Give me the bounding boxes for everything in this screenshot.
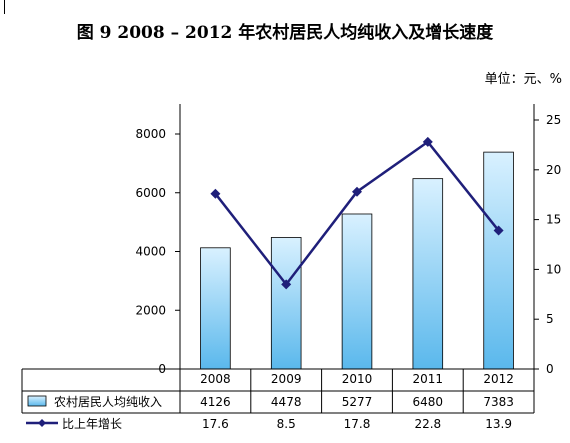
bar-income	[270, 237, 302, 370]
left-axis-tick-label: 6000	[135, 186, 166, 200]
category-label: 2009	[271, 372, 302, 386]
table-cell-income: 4126	[200, 395, 231, 409]
table-cell-income: 5277	[342, 395, 373, 409]
unit-label: 单位：元、%	[484, 72, 562, 87]
bar-income	[483, 151, 514, 370]
table-cell-growth: 17.6	[202, 417, 229, 431]
bar-income	[200, 247, 231, 370]
table-row-label: 农村居民人均纯收入	[54, 395, 162, 409]
line-growth-point	[493, 225, 504, 236]
right-axis-tick-label: 20	[546, 163, 561, 177]
category-label: 2008	[200, 372, 231, 386]
table-cell-growth: 22.8	[414, 417, 441, 431]
left-axis-tick-label: 8000	[135, 127, 166, 141]
line-growth-point	[210, 188, 221, 199]
line-growth-point	[352, 186, 362, 197]
category-label: 2012	[483, 372, 514, 386]
bar-income	[341, 213, 373, 370]
bar-income	[412, 178, 444, 370]
right-axis-tick-label: 10	[546, 262, 561, 276]
table-cell-income: 7383	[483, 395, 514, 409]
right-axis-tick-label: 0	[546, 362, 554, 376]
left-axis-tick-label: 2000	[135, 303, 166, 317]
category-label: 2011	[413, 372, 444, 386]
table-cell-growth: 13.9	[485, 417, 512, 431]
table-cell-income: 6480	[413, 395, 444, 409]
table-row-label: 比上年增长	[62, 417, 122, 431]
legend-key-line-marker	[38, 419, 46, 427]
corner-mark	[0, 0, 5, 14]
table-cell-growth: 8.5	[277, 417, 296, 431]
right-axis-tick-label: 5	[546, 312, 554, 326]
line-growth-point	[422, 136, 433, 147]
category-label: 2010	[342, 372, 373, 386]
chart-title: 图 9 2008 – 2012 年农村居民人均纯收入及增长速度	[76, 23, 494, 43]
right-axis-tick-label: 25	[546, 113, 561, 127]
right-axis-tick-label: 15	[546, 213, 561, 227]
table-cell-growth: 17.8	[344, 417, 371, 431]
left-axis-tick-label: 4000	[135, 245, 166, 259]
legend-key-bar	[27, 395, 47, 407]
table-cell-income: 4478	[271, 395, 302, 409]
line-growth-point	[281, 279, 292, 290]
